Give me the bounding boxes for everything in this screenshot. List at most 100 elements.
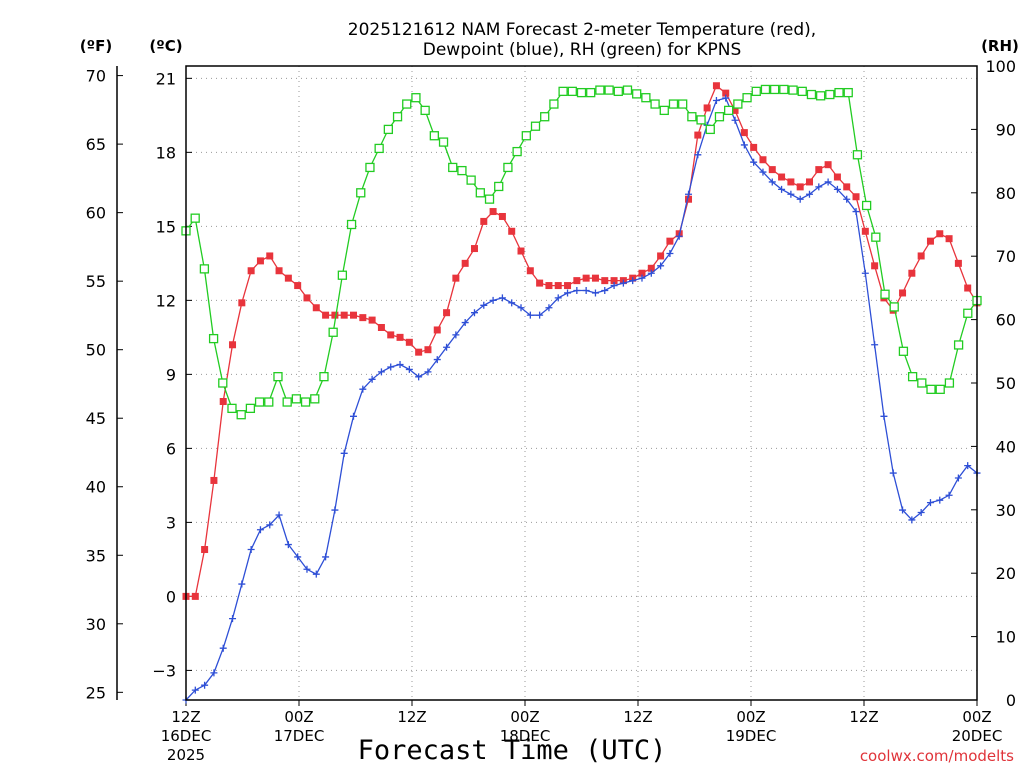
dewpoint-point (824, 178, 832, 186)
rh-point (227, 403, 237, 414)
dewpoint-point (489, 296, 497, 304)
dewpoint-point (517, 304, 525, 312)
rh-point (429, 131, 439, 141)
rh-point (346, 219, 357, 230)
temperature-point (191, 592, 199, 600)
rh-tick-label: 20 (996, 564, 1016, 583)
dewpoint-point (219, 644, 227, 652)
dewpoint-point (498, 294, 506, 302)
temperature-point (964, 284, 972, 292)
rh-point (632, 89, 642, 99)
x-tick-time-label: 00Z (736, 708, 765, 726)
celsius-tick-label: 3 (166, 513, 176, 532)
temperature-point (415, 348, 423, 356)
dewpoint-point (331, 506, 339, 514)
rh-point (889, 302, 899, 312)
dewpoint-point (415, 373, 423, 381)
rh-point (898, 346, 909, 356)
rh-point (337, 270, 348, 280)
rh-point (512, 146, 522, 157)
dewpoint-point (359, 385, 367, 393)
chart-title-line2: Dewpoint (blue), RH (green) for KPNS (423, 40, 741, 60)
temperature-point (731, 106, 739, 114)
temperature-point (703, 104, 711, 112)
fahrenheit-tick-label: 60 (86, 204, 106, 223)
rh-point (760, 84, 771, 95)
rh-point (540, 112, 550, 122)
temperature-point (526, 267, 534, 275)
dewpoint-point (433, 356, 441, 364)
rh-tick-label: 100 (985, 57, 1016, 76)
dewpoint-point (294, 553, 302, 561)
rh-point (622, 85, 633, 95)
rh-point (834, 87, 844, 98)
temperature-point (201, 546, 209, 554)
dewpoint-point (266, 521, 274, 529)
y-axes: 211815129630−370656055504540353025100908… (86, 57, 1016, 710)
dewpoint-point (889, 469, 897, 477)
dewpoint-point (871, 341, 879, 349)
dewpoint-point (303, 565, 311, 573)
dewpoint-point (564, 289, 572, 297)
dewpoint-point (536, 311, 544, 319)
rh-point (806, 89, 817, 100)
rh-point (953, 340, 964, 350)
temperature-point (396, 333, 404, 341)
temperature-point (815, 166, 823, 174)
rh-point (411, 93, 421, 103)
dewpoint-point (396, 360, 404, 368)
rh-point (365, 162, 375, 173)
rh-point (356, 188, 366, 198)
dewpoint-point (191, 686, 199, 694)
rh-point (779, 84, 789, 95)
dewpoint-point (322, 553, 330, 561)
temperature-point (294, 282, 302, 290)
series-layer (181, 82, 982, 704)
rh-tick-label: 90 (996, 120, 1016, 139)
temperature-point (657, 252, 665, 260)
temperature-point (480, 217, 488, 225)
temperature-point (284, 274, 292, 282)
fahrenheit-tick-label: 25 (86, 683, 106, 702)
rh-point (714, 112, 725, 122)
temperature-point (778, 173, 786, 181)
rh-point (530, 121, 541, 131)
rh-axis-unit: (RH) (981, 37, 1019, 55)
plot-grid (186, 66, 977, 700)
rh-point (687, 112, 697, 122)
dewpoint-point (750, 158, 758, 166)
rh-point (494, 181, 504, 192)
rh-point (595, 85, 605, 95)
rh-point (383, 124, 393, 135)
rh-point (236, 410, 246, 420)
dewpoint-point (861, 269, 869, 277)
x-tick-time-label: 12Z (849, 708, 878, 726)
dewpoint-point (908, 516, 916, 524)
temperature-point (787, 178, 795, 186)
rh-point (944, 378, 955, 388)
temperature-point (229, 341, 237, 349)
dewpoint-point (201, 681, 209, 689)
rh-point (475, 188, 485, 198)
rh-point (696, 115, 706, 125)
dewpoint-point (470, 309, 478, 317)
rh-point (733, 99, 743, 109)
x-tick-date-label: 19DEC (726, 727, 777, 745)
rh-point (935, 384, 945, 394)
dewpoint-point (573, 286, 581, 294)
series-dewpoint (182, 94, 981, 704)
rh-point (484, 194, 495, 204)
temperature-point (852, 193, 860, 201)
rh-point (576, 87, 587, 98)
dewpoint-point (480, 301, 488, 309)
rh-point (880, 289, 890, 299)
plot-frame (185, 65, 978, 701)
rh-point (457, 165, 467, 176)
temperature-point (461, 259, 469, 267)
temperature-point (740, 129, 748, 137)
x-tick-date-label: 18DEC (500, 727, 551, 745)
temperature-point (238, 299, 246, 307)
temperature-point (601, 277, 609, 285)
series-rh (181, 84, 982, 420)
rh-point (751, 86, 761, 97)
